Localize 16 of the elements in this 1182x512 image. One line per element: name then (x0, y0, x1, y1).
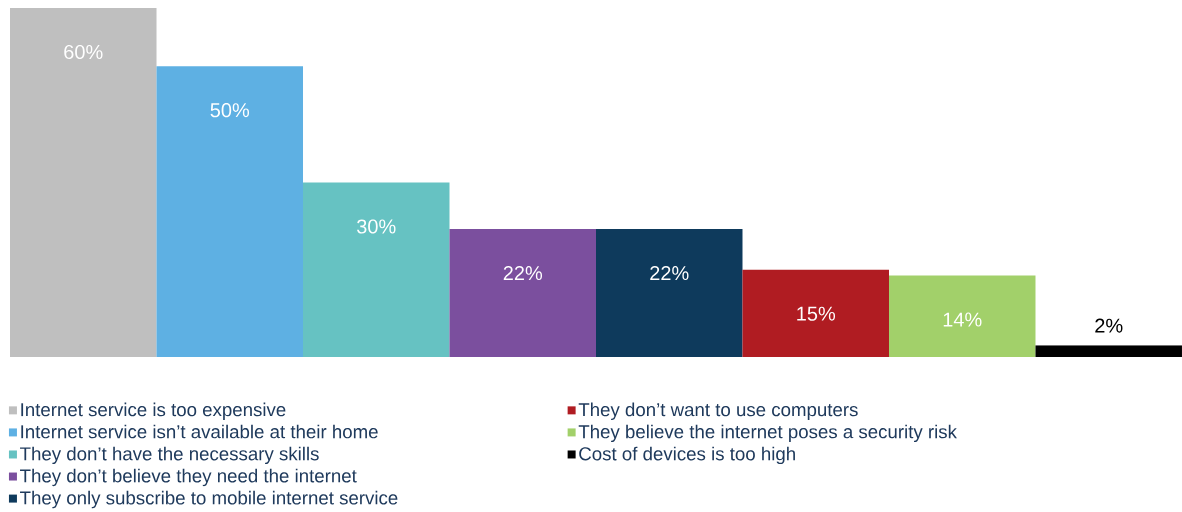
data-label: 15% (797, 306, 836, 321)
legend-label: Cost of devices is too high (579, 446, 795, 465)
data-label: 14% (943, 312, 982, 327)
legend-label: They only subscribe to mobile internet service (20, 490, 398, 509)
data-label: 22% (650, 266, 689, 281)
legend-label: They don’t believe they need the internet (20, 468, 357, 487)
legend-label: They believe the internet poses a security risk (578, 424, 957, 443)
legend-label: Internet service isn’t available at their home (21, 424, 378, 439)
data-label: 60% (64, 45, 103, 60)
data-label: 2% (1095, 318, 1123, 333)
legend-label: Internet service is too expensive (21, 402, 286, 421)
legend-label: They don’t have the necessary skills (20, 446, 319, 465)
data-label: 30% (356, 219, 396, 234)
legend-label: They don’t want to use computers (578, 402, 858, 421)
data-label: 22% (503, 266, 543, 281)
data-label: 50% (210, 103, 250, 118)
